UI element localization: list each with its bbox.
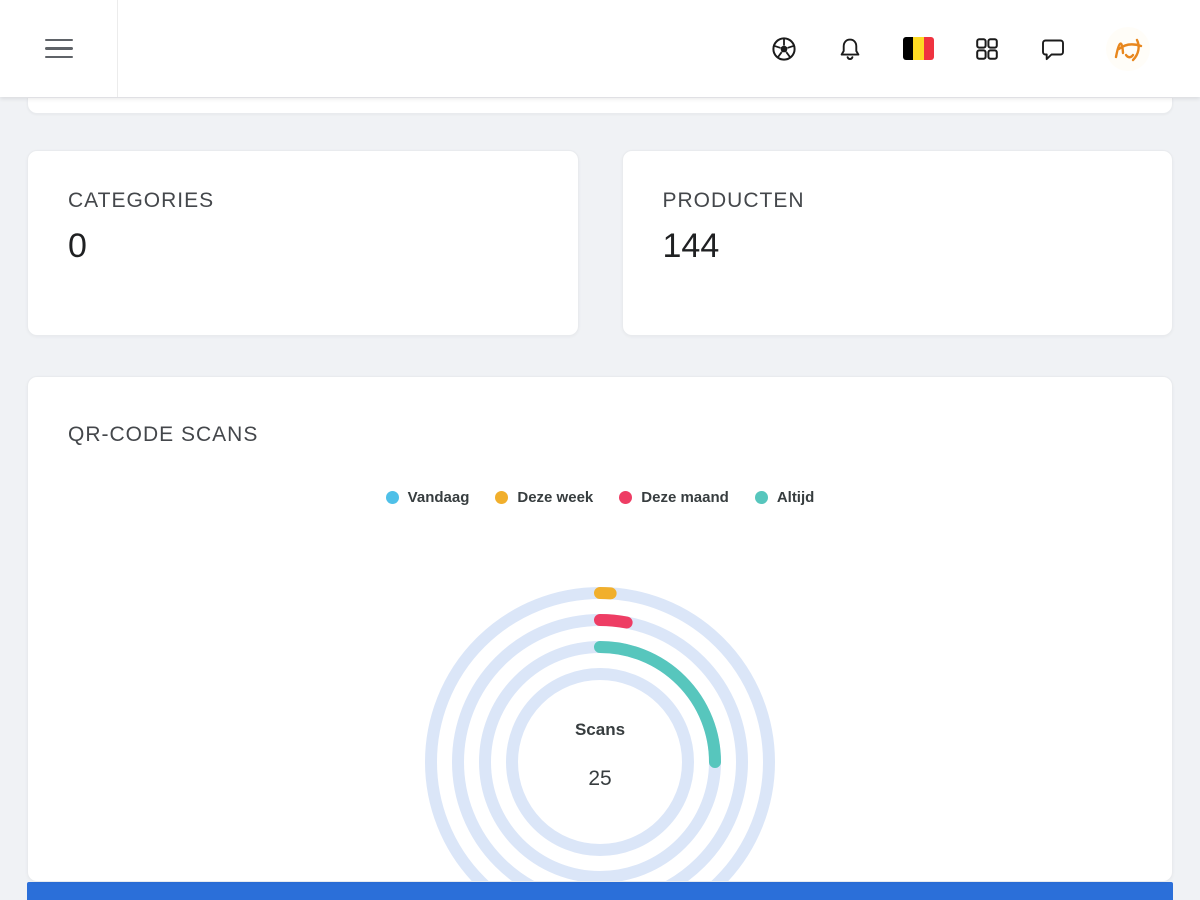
chart-track-ring	[506, 668, 694, 856]
sidebar-toggle-area	[0, 0, 118, 97]
legend-item-deze-week[interactable]: Deze week	[495, 489, 593, 506]
chat-icon[interactable]	[1040, 36, 1066, 62]
legend-label: Deze maand	[641, 489, 729, 506]
flag-stripe-black	[903, 37, 914, 60]
apps-grid-icon[interactable]	[974, 36, 1000, 62]
stat-card-categories: CATEGORIES 0	[27, 150, 579, 336]
legend-item-deze-maand[interactable]: Deze maand	[619, 489, 729, 506]
scrolled-card-bottom	[27, 98, 1173, 114]
legend-dot	[385, 491, 399, 504]
header-actions	[771, 26, 1200, 71]
stat-value: 0	[68, 227, 87, 265]
legend-label: Deze week	[517, 489, 594, 506]
globe-icon[interactable]	[771, 36, 797, 62]
legend-item-vandaag[interactable]: Vandaag	[385, 489, 470, 506]
legend-label: Altijd	[776, 489, 815, 506]
stat-label: PRODUCTEN	[662, 189, 805, 212]
stats-row: CATEGORIES 0 PRODUCTEN 144	[27, 150, 1173, 336]
footer-strip	[27, 882, 1173, 900]
legend-dot	[754, 491, 768, 504]
hamburger-menu-icon[interactable]	[44, 33, 73, 65]
chart-legend: Vandaag Deze week Deze maand Altijd	[28, 489, 1172, 506]
legend-label: Vandaag	[407, 489, 470, 506]
radial-bar-chart	[400, 562, 800, 881]
chart-track-ring	[452, 614, 748, 881]
legend-item-altijd[interactable]: Altijd	[754, 489, 815, 506]
stat-label: CATEGORIES	[68, 189, 215, 212]
stat-card-producten: PRODUCTEN 144	[621, 150, 1173, 336]
flag-stripe-red	[923, 37, 934, 60]
avatar-logo[interactable]	[1106, 26, 1150, 71]
main-content: CATEGORIES 0 PRODUCTEN 144 QR-CODE SCANS…	[0, 98, 1200, 900]
belgium-flag-icon[interactable]	[903, 37, 934, 60]
legend-dot	[619, 491, 633, 504]
stat-value: 144	[662, 227, 720, 265]
legend-dot	[495, 491, 509, 504]
app-header	[0, 0, 1200, 97]
flag-stripe-yellow	[913, 37, 924, 60]
chart-title: QR-CODE SCANS	[68, 423, 259, 446]
chart-arc-altijd	[594, 641, 721, 768]
qr-scans-chart-card: QR-CODE SCANS Vandaag Deze week Deze maand…	[27, 376, 1173, 882]
chart-arc-deze-maand	[594, 614, 633, 629]
bell-icon[interactable]	[837, 36, 863, 62]
